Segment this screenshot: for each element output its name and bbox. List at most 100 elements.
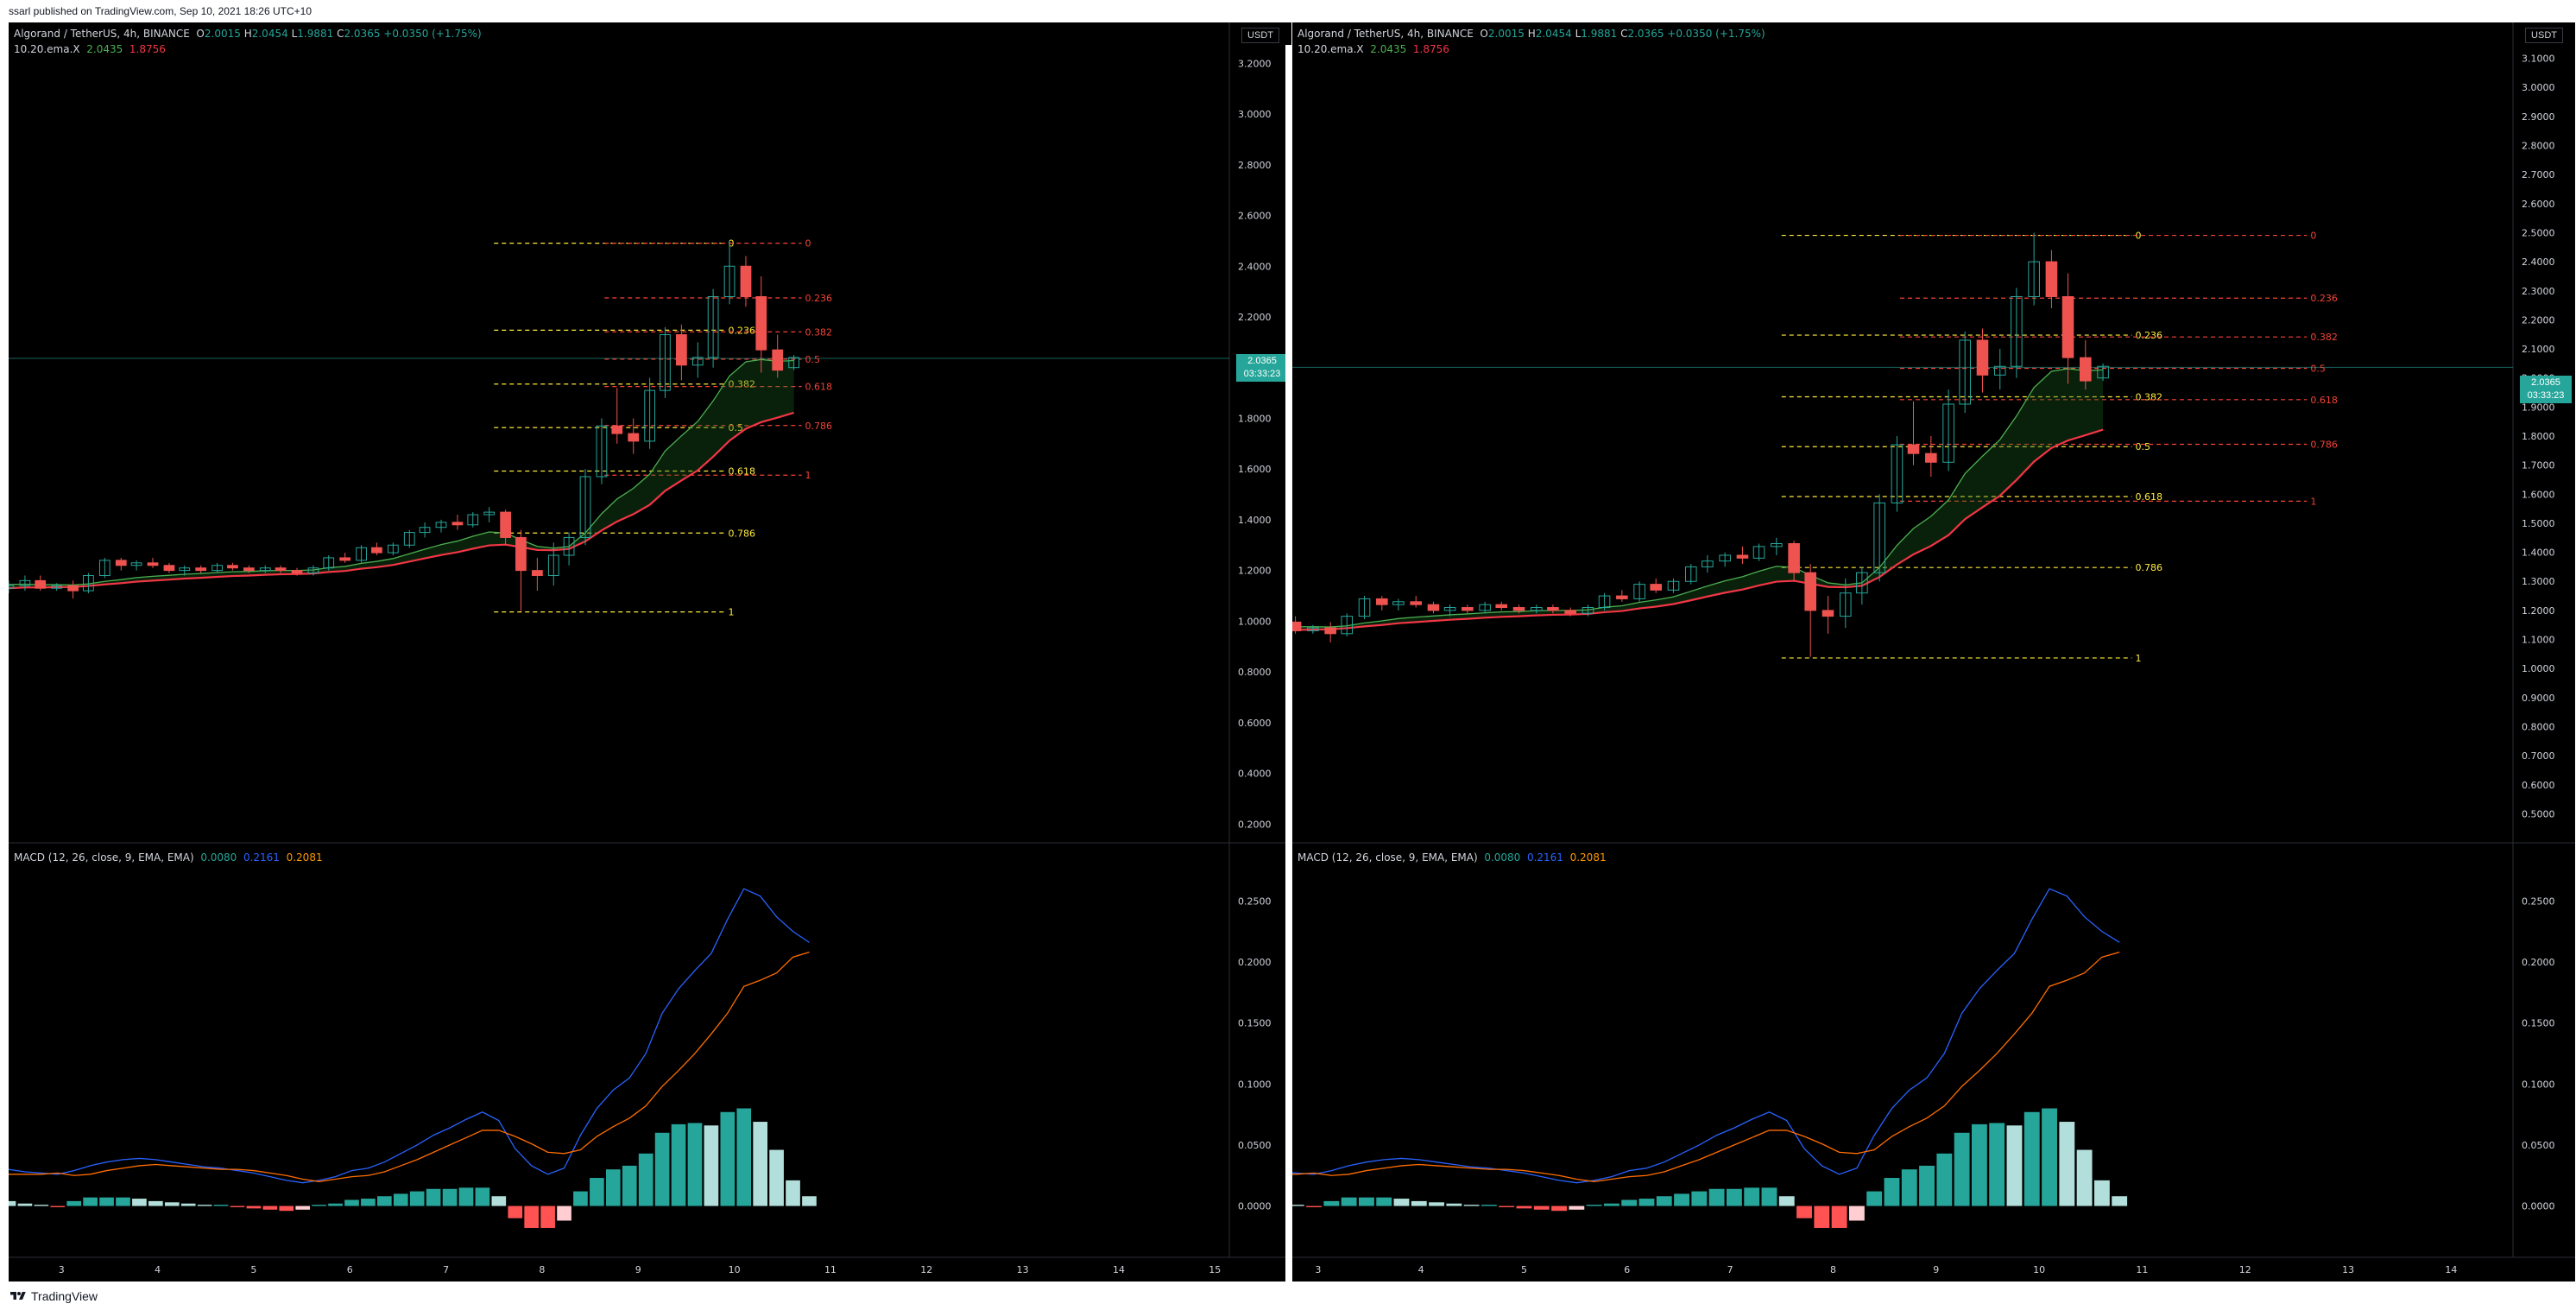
macd-histogram-bar	[1989, 1123, 2005, 1206]
price-tick-label: 0.7000	[2522, 750, 2555, 762]
candle-body	[1392, 601, 1405, 605]
bar-countdown: 03:33:23	[1243, 369, 1281, 379]
price-tick-label: 1.2000	[2522, 605, 2555, 617]
fib-level-label: 0.618	[2135, 491, 2162, 503]
macd-histogram-bar	[393, 1193, 408, 1206]
macd-histogram-bar	[1376, 1197, 1392, 1206]
candle-body	[1582, 607, 1594, 614]
candle-body	[51, 585, 63, 589]
ema-slow-line	[1292, 428, 2104, 631]
macd-histogram-bar	[671, 1123, 686, 1206]
macd-histogram-bar	[1708, 1188, 1725, 1206]
macd-histogram-bar	[2076, 1149, 2093, 1206]
macd-histogram-bar	[1954, 1132, 1970, 1206]
price-tick-label: 1.8000	[2522, 431, 2555, 442]
candle-body	[35, 579, 47, 589]
fib-level-label: 0.618	[728, 466, 755, 478]
macd-histogram-bar	[1848, 1206, 1865, 1221]
macd-histogram-bar	[704, 1125, 719, 1206]
candle-body	[2080, 357, 2092, 382]
candle-body	[307, 567, 319, 574]
low-value: 1.9881	[1581, 28, 1618, 40]
price-tick-label: 1.4000	[2522, 547, 2555, 559]
candle-body	[1925, 452, 1937, 463]
candle-body	[1873, 502, 1885, 573]
chart-panel-right[interactable]: 3.1000 3.0000 2.9000 2.8000 2.7000 2.6000 2.50…	[1292, 22, 2575, 1282]
candle-body	[2061, 295, 2074, 358]
macd-histogram-bar	[213, 1205, 229, 1206]
ema-slow-value: 1.8756	[129, 43, 166, 55]
last-price: 2.0365	[2531, 377, 2560, 388]
candle-body	[1307, 627, 1319, 631]
macd-histogram-bar	[279, 1206, 294, 1212]
fib-level-label: 1	[2310, 496, 2316, 507]
macd-histogram-bar	[442, 1188, 458, 1206]
time-tick-label: 12	[920, 1264, 932, 1275]
chart-canvas-left[interactable]: 3.2000 3.0000 2.8000 2.6000 2.4000 2.2000 2.00…	[9, 22, 1291, 1282]
currency-unit-button[interactable]: USDT	[2525, 28, 2563, 43]
price-tick-label: 3.0000	[2522, 82, 2555, 93]
tradingview-logo-icon	[10, 1291, 26, 1300]
macd-histogram-bar	[1744, 1187, 1760, 1206]
candle-body	[1942, 403, 1954, 463]
open-value: 2.0015	[1487, 28, 1525, 40]
macd-histogram-bar	[361, 1199, 376, 1206]
price-tick-label: 2.6000	[1238, 211, 1272, 222]
macd-histogram-bar	[1341, 1197, 1357, 1206]
chart-panel-left[interactable]: 3.2000 3.0000 2.8000 2.6000 2.4000 2.2000 2.00…	[9, 22, 1291, 1304]
price-tick-label: 3.0000	[1238, 109, 1272, 120]
chart-canvas-right[interactable]: 3.1000 3.0000 2.9000 2.8000 2.7000 2.6000 2.50…	[1292, 22, 2575, 1282]
candle-body	[1684, 566, 1697, 582]
macd-tick-label: 0.1000	[2522, 1079, 2555, 1090]
macd-hist-value: 0.0080	[1484, 851, 1521, 864]
macd-line	[1292, 888, 2120, 1184]
macd-histogram-bar	[605, 1169, 621, 1206]
macd-signal-line	[1292, 952, 2120, 1182]
macd-indicator-name: MACD (12, 26, close, 9, EMA, EMA)	[1297, 851, 1478, 864]
time-tick-label: 4	[1418, 1264, 1424, 1275]
macd-histogram-bar	[230, 1206, 245, 1207]
price-tick-label: 1.9000	[2522, 402, 2555, 413]
macd-histogram-bar	[1429, 1202, 1444, 1206]
macd-signal-value: 0.2081	[1569, 851, 1607, 864]
candle-body	[1959, 339, 1971, 405]
macd-histogram-bar	[1358, 1197, 1374, 1206]
macd-histogram-bar	[1674, 1193, 1689, 1206]
candle-body	[1462, 607, 1474, 611]
fib-level-label: 0	[2135, 231, 2141, 242]
macd-histogram-bar	[1726, 1188, 1742, 1206]
open-value: 2.0015	[204, 28, 241, 40]
macd-histogram-bar	[687, 1123, 703, 1206]
macd-histogram-bar	[1306, 1206, 1322, 1207]
candle-body	[644, 389, 655, 442]
currency-unit-button[interactable]: USDT	[1241, 28, 1279, 43]
macd-legend: MACD (12, 26, close, 9, EMA, EMA) 0.0080…	[1297, 851, 1607, 864]
price-tick-label: 1.0000	[2522, 663, 2555, 674]
ema-slow-value: 1.8756	[1412, 43, 1449, 55]
candle-body	[1341, 616, 1354, 635]
macd-histogram-bar	[1463, 1205, 1480, 1206]
fib-level-label: 0.786	[2135, 562, 2162, 573]
time-tick-label: 10	[2033, 1264, 2045, 1275]
macd-histogram-bar	[148, 1200, 163, 1206]
candle-body	[291, 570, 303, 574]
candle-body	[356, 547, 367, 561]
candle-body	[611, 425, 623, 434]
footer-brand[interactable]: TradingView	[0, 1282, 2576, 1310]
price-tick-label: 0.2000	[1238, 819, 1272, 830]
candle-body	[1752, 546, 1765, 559]
macd-tick-label: 0.1500	[1238, 1018, 1272, 1029]
macd-legend: MACD (12, 26, close, 9, EMA, EMA) 0.0080…	[14, 851, 323, 864]
change-value: +0.0350 (+1.75%)	[1667, 28, 1765, 40]
price-tick-label: 1.3000	[2522, 576, 2555, 587]
ema-legend: 10.20.ema.X 2.0435 1.8756	[14, 43, 166, 55]
candle-body	[1788, 543, 1800, 573]
candle-body	[115, 560, 127, 566]
time-tick-label: 4	[155, 1264, 161, 1275]
macd-histogram-bar	[1814, 1206, 1830, 1228]
macd-histogram-bar	[557, 1206, 571, 1221]
macd-histogram-bar	[17, 1203, 33, 1206]
macd-histogram-bar	[34, 1205, 49, 1206]
candle-body	[2028, 261, 2040, 297]
macd-histogram-bar	[409, 1191, 425, 1206]
